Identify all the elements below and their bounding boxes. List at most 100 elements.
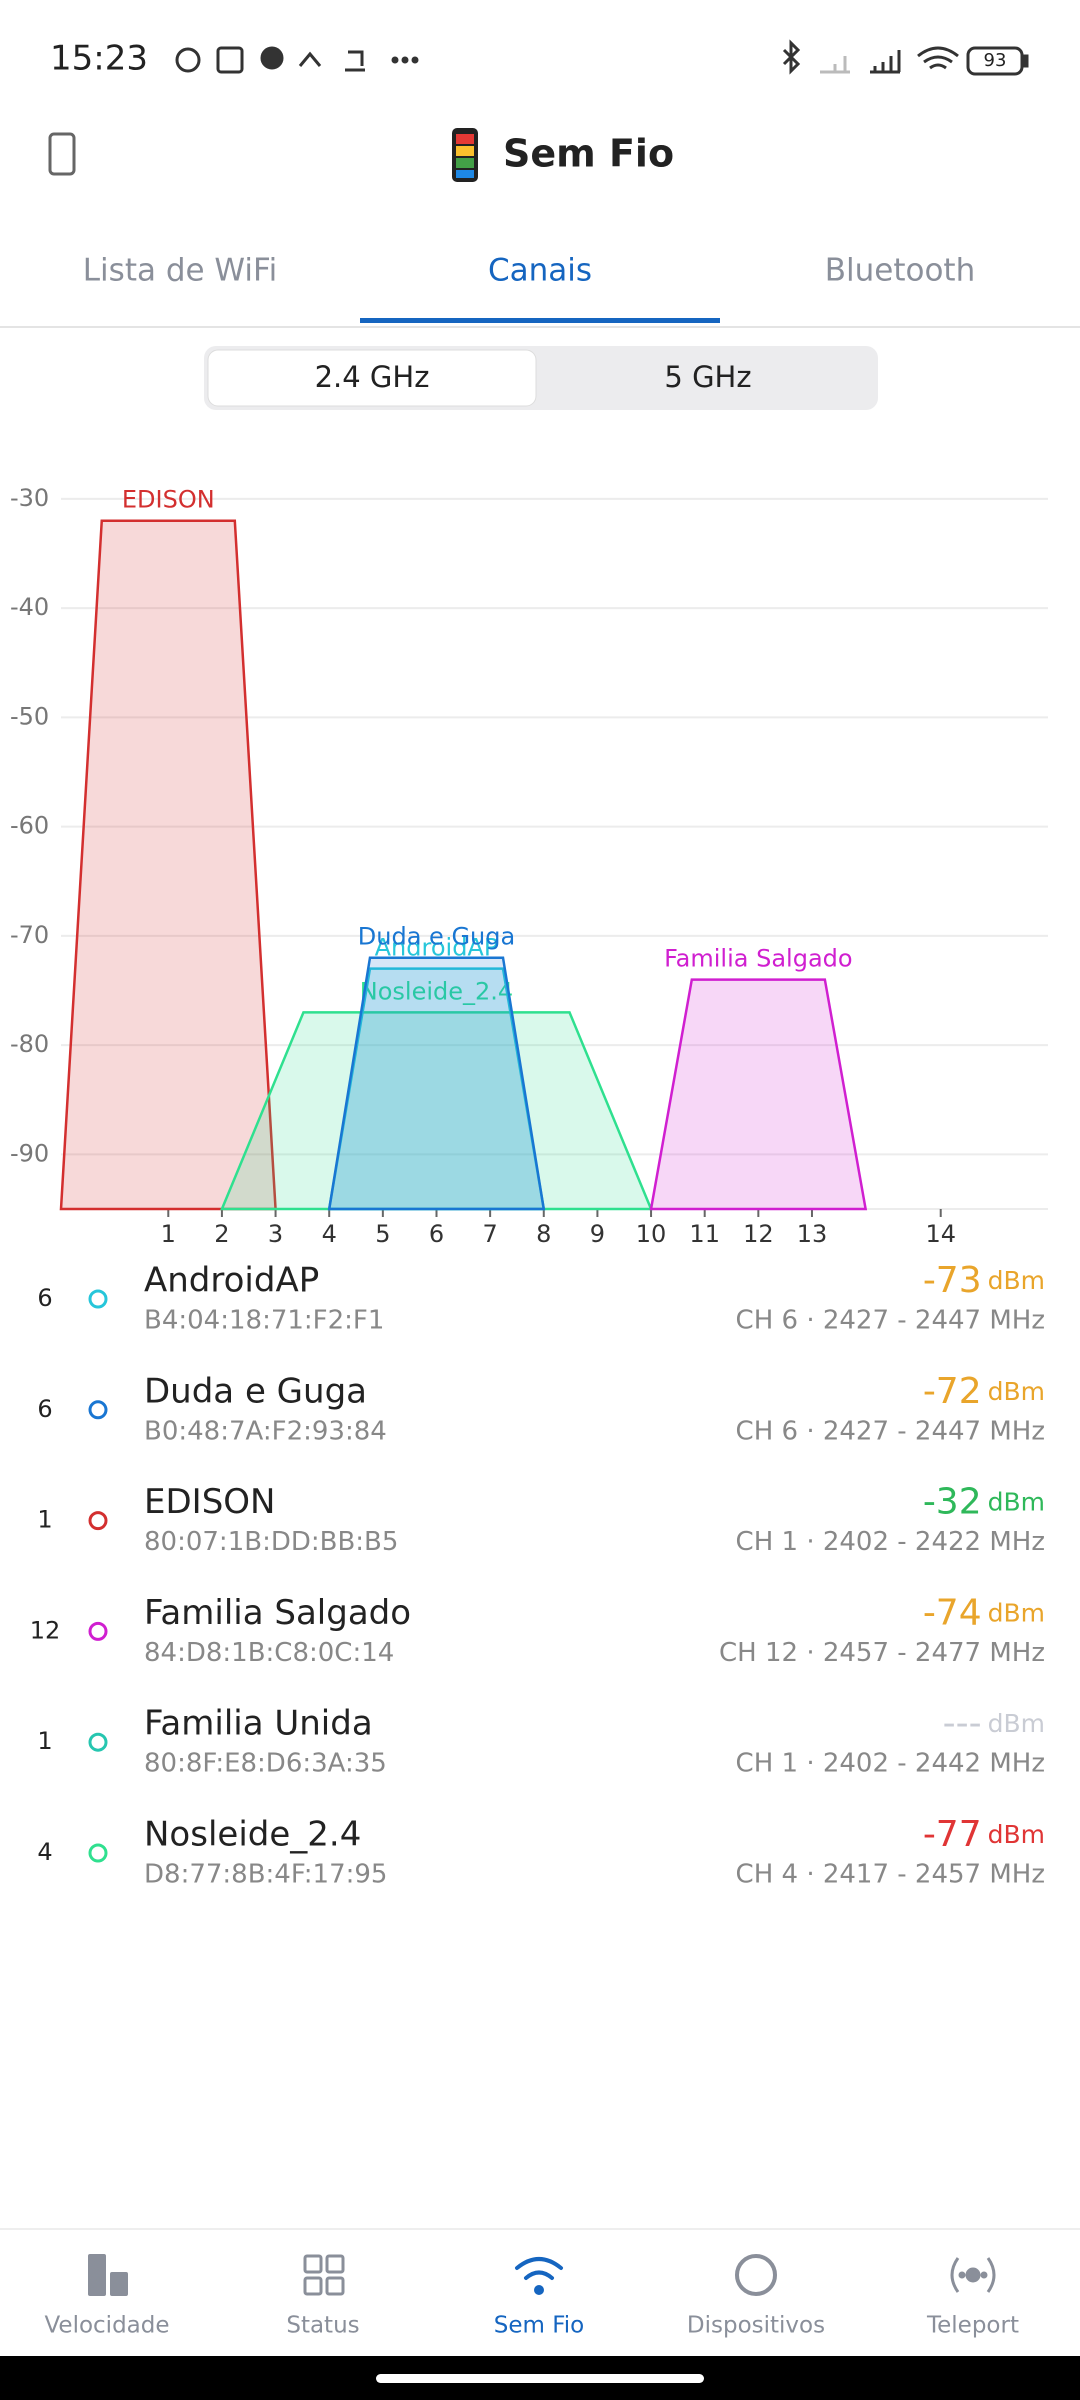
nav-item[interactable]: Dispositivos	[687, 2313, 825, 2339]
channel-label: EDISON	[122, 486, 215, 514]
tab[interactable]: Bluetooth	[825, 253, 976, 289]
network-dot	[88, 1843, 108, 1863]
x-tick-label: 9	[590, 1220, 605, 1248]
signal-value: -74	[923, 1592, 982, 1633]
network-info: CH 1 · 2402 - 2422 MHz	[736, 1527, 1045, 1557]
channel-band	[649, 978, 868, 1211]
nav-item[interactable]: Status	[286, 2313, 359, 2339]
network-name: Familia Unida	[144, 1704, 373, 1744]
network-info: CH 1 · 2402 - 2442 MHz	[736, 1749, 1045, 1779]
channel-label: Familia Salgado	[664, 945, 853, 973]
y-tick-label: -90	[10, 1139, 49, 1167]
band-options: 2.4 GHz 5 GHz	[315, 360, 752, 394]
network-name: Familia Salgado	[144, 1593, 411, 1633]
network-name: AndroidAP	[144, 1261, 319, 1301]
app-icon	[452, 128, 478, 182]
signal-unit: dBm	[988, 1820, 1045, 1849]
tab-indicator	[360, 318, 720, 323]
network-row[interactable]: 12 Familia Salgado 84:D8:1B:C8:0C:14 -74 dBm…	[30, 1592, 1045, 1668]
y-tick-label: -30	[10, 484, 49, 512]
nav-item[interactable]: Sem Fio	[494, 2313, 584, 2339]
y-tick-label: -70	[10, 921, 49, 949]
divider	[0, 326, 1080, 328]
nav-item[interactable]: Velocidade	[44, 2313, 169, 2339]
signal-value: -73	[923, 1260, 982, 1301]
channel-band	[59, 519, 277, 1211]
network-mac: B4:04:18:71:F2:F1	[144, 1306, 384, 1336]
nav-item[interactable]: Teleport	[926, 2313, 1019, 2339]
x-tick-label: 7	[482, 1220, 497, 1248]
band-selected	[207, 349, 537, 407]
channel-label: Nosleide_2.4	[360, 977, 513, 1005]
y-tick-label: -80	[10, 1030, 49, 1058]
device-button[interactable]	[48, 132, 76, 176]
network-info: CH 6 · 2427 - 2447 MHz	[736, 1416, 1045, 1446]
y-tick-label: -60	[10, 812, 49, 840]
tabs: Lista de WiFi Canais Bluetooth	[83, 253, 975, 289]
network-row[interactable]: 4 Nosleide_2.4 D8:77:8B:4F:17:95 -77 dBm CH 4…	[37, 1814, 1045, 1890]
network-signal: -32 dBm	[923, 1482, 1045, 1523]
network-channel: 12	[30, 1616, 61, 1644]
channel-band	[327, 956, 546, 1211]
x-tick-label: 10	[636, 1220, 667, 1248]
network-row[interactable]: 6 Duda e Guga B0:48:7A:F2:93:84 -72 dBm CH 6 …	[37, 1371, 1045, 1447]
network-info: CH 12 · 2457 - 2477 MHz	[719, 1638, 1045, 1668]
network-channel: 4	[37, 1838, 52, 1866]
x-tick-label: 13	[797, 1220, 828, 1248]
network-mac: 80:8F:E8:D6:3A:35	[144, 1749, 387, 1779]
network-name: Nosleide_2.4	[144, 1815, 361, 1855]
nav-divider	[0, 2228, 1080, 2230]
y-tick-label: -50	[10, 702, 49, 730]
x-tick-label: 1	[161, 1220, 176, 1248]
signal-unit: dBm	[988, 1709, 1045, 1738]
network-signal: -74 dBm	[923, 1592, 1045, 1633]
network-dot	[88, 1621, 108, 1641]
network-row[interactable]: 6 AndroidAP B4:04:18:71:F2:F1 -73 dBm CH 6 · …	[37, 1260, 1045, 1336]
network-mac: 84:D8:1B:C8:0C:14	[144, 1638, 394, 1668]
x-tick-label: 14	[925, 1220, 956, 1248]
signal-value: -72	[923, 1371, 982, 1412]
network-dot	[88, 1732, 108, 1752]
network-mac: D8:77:8B:4F:17:95	[144, 1860, 387, 1890]
signal-unit: dBm	[988, 1266, 1045, 1295]
home-indicator	[376, 2374, 704, 2383]
tab[interactable]: Canais	[488, 253, 592, 289]
network-name: EDISON	[144, 1482, 275, 1522]
y-tick-label: -40	[10, 593, 49, 621]
x-tick-label: 4	[322, 1220, 337, 1248]
network-signal: -72 dBm	[923, 1371, 1045, 1412]
battery-level: 93	[984, 50, 1007, 71]
channel-chart: -30-40-50-60-70-80-901 2 3 4 5 6 7 8 9 10 11 12 13 14…	[10, 484, 1048, 1248]
bottom-nav: Velocidade Status Sem Fio Dispositivos Telep…	[44, 2313, 1019, 2339]
network-dot	[88, 1511, 108, 1531]
band-option[interactable]: 2.4 GHz	[315, 360, 430, 394]
x-tick-label: 3	[268, 1220, 283, 1248]
network-row[interactable]: 1 EDISON 80:07:1B:DD:BB:B5 -32 dBm CH 1 · 240…	[37, 1482, 1045, 1558]
nav-icons	[88, 2254, 996, 2296]
signal-value: ---	[943, 1703, 982, 1744]
x-tick-label: 6	[429, 1220, 444, 1248]
signal-unit: dBm	[988, 1377, 1045, 1406]
status-icons	[175, 39, 1029, 76]
network-signal: -73 dBm	[923, 1260, 1045, 1301]
x-tick-label: 12	[743, 1220, 774, 1248]
x-tick-label: 5	[375, 1220, 390, 1248]
network-channel: 1	[37, 1506, 52, 1534]
network-channel: 6	[37, 1284, 52, 1312]
network-row[interactable]: 1 Familia Unida 80:8F:E8:D6:3A:35 --- dBm CH …	[37, 1703, 1045, 1779]
tab[interactable]: Lista de WiFi	[83, 253, 277, 289]
band-option[interactable]: 5 GHz	[664, 360, 751, 394]
signal-unit: dBm	[988, 1598, 1045, 1627]
network-info: CH 4 · 2417 - 2457 MHz	[736, 1860, 1045, 1890]
header-title: Sem Fio	[503, 132, 674, 176]
signal-value: -77	[923, 1814, 982, 1855]
network-name: Duda e Guga	[144, 1371, 367, 1411]
network-dot	[88, 1289, 108, 1309]
network-channel: 6	[37, 1395, 52, 1423]
network-mac: B0:48:7A:F2:93:84	[144, 1416, 387, 1446]
network-channel: 1	[37, 1727, 52, 1755]
network-signal: --- dBm	[943, 1703, 1045, 1744]
